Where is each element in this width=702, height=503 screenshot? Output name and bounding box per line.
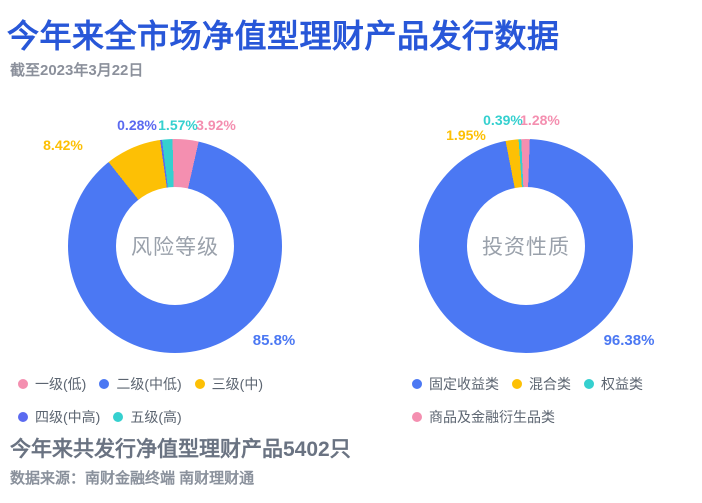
legend-label: 三级(中) bbox=[211, 376, 263, 392]
data-source-note: 数据来源：南财金融终端 南财理财通 bbox=[10, 470, 255, 487]
legend-item-fixed-income: 固定收益类 bbox=[412, 374, 499, 394]
risk-level-donut-hole: 风险等级 bbox=[116, 187, 234, 305]
invest-label-mixed: 1.95% bbox=[446, 127, 486, 143]
legend-dot-icon bbox=[194, 379, 205, 389]
legend-dot-icon bbox=[512, 379, 522, 389]
investment-nature-donut-hole: 投资性质 bbox=[467, 187, 585, 305]
legend-dot-icon bbox=[412, 379, 422, 389]
investment-nature-legend: 固定收益类 混合类 权益类 商品及金融衍生品类 bbox=[412, 374, 702, 427]
total-issuance-summary: 今年来共发行净值型理财产品5402只 bbox=[10, 438, 351, 461]
risk-level-center-label: 风险等级 bbox=[131, 236, 219, 259]
legend-label: 二级(中低) bbox=[116, 376, 182, 392]
risk-label-grade2: 85.8% bbox=[252, 332, 296, 349]
page-title: 今年来全市场净值型理财产品发行数据 bbox=[7, 18, 560, 54]
invest-label-commodity: 1.28% bbox=[520, 112, 560, 128]
legend-label: 商品及金融衍生品类 bbox=[429, 409, 555, 425]
legend-item-grade4: 四级(中高) bbox=[18, 407, 100, 427]
legend-item-grade5: 五级(高) bbox=[113, 407, 182, 427]
investment-nature-donut-chart: 投资性质 bbox=[419, 139, 633, 353]
legend-item-commodity-derivatives: 商品及金融衍生品类 bbox=[412, 407, 555, 427]
as-of-date-subtitle: 截至2023年3月22日 bbox=[10, 62, 144, 79]
legend-item-grade1: 一级(低) bbox=[18, 374, 86, 394]
risk-label-grade4: 0.28% bbox=[117, 117, 157, 133]
risk-label-grade5: 1.57% bbox=[158, 117, 198, 133]
legend-label: 一级(低) bbox=[35, 376, 87, 392]
invest-label-equity: 0.39% bbox=[483, 112, 523, 128]
legend-label: 固定收益类 bbox=[429, 376, 499, 392]
legend-dot-icon bbox=[412, 412, 422, 422]
risk-label-grade3: 8.42% bbox=[43, 137, 83, 153]
invest-label-fixed-income: 96.38% bbox=[603, 332, 655, 349]
legend-dot-icon bbox=[99, 379, 110, 389]
risk-level-donut-chart: 风险等级 bbox=[68, 139, 282, 353]
legend-label: 四级(中高) bbox=[35, 409, 101, 425]
legend-item-grade3: 三级(中) bbox=[194, 374, 263, 394]
legend-item-equity: 权益类 bbox=[584, 374, 643, 394]
legend-label: 五级(高) bbox=[130, 409, 182, 425]
legend-dot-icon bbox=[18, 379, 28, 389]
legend-item-grade2: 二级(中低) bbox=[99, 374, 182, 394]
legend-dot-icon bbox=[18, 412, 28, 422]
risk-level-legend: 一级(低) 二级(中低) 三级(中) 四级(中高) 五级(高) bbox=[18, 374, 358, 427]
legend-item-mixed: 混合类 bbox=[512, 374, 571, 394]
legend-label: 混合类 bbox=[529, 376, 571, 392]
legend-dot-icon bbox=[584, 379, 594, 389]
risk-label-grade1: 3.92% bbox=[196, 117, 236, 133]
investment-nature-center-label: 投资性质 bbox=[482, 236, 570, 259]
legend-label: 权益类 bbox=[601, 376, 643, 392]
legend-dot-icon bbox=[113, 412, 124, 422]
